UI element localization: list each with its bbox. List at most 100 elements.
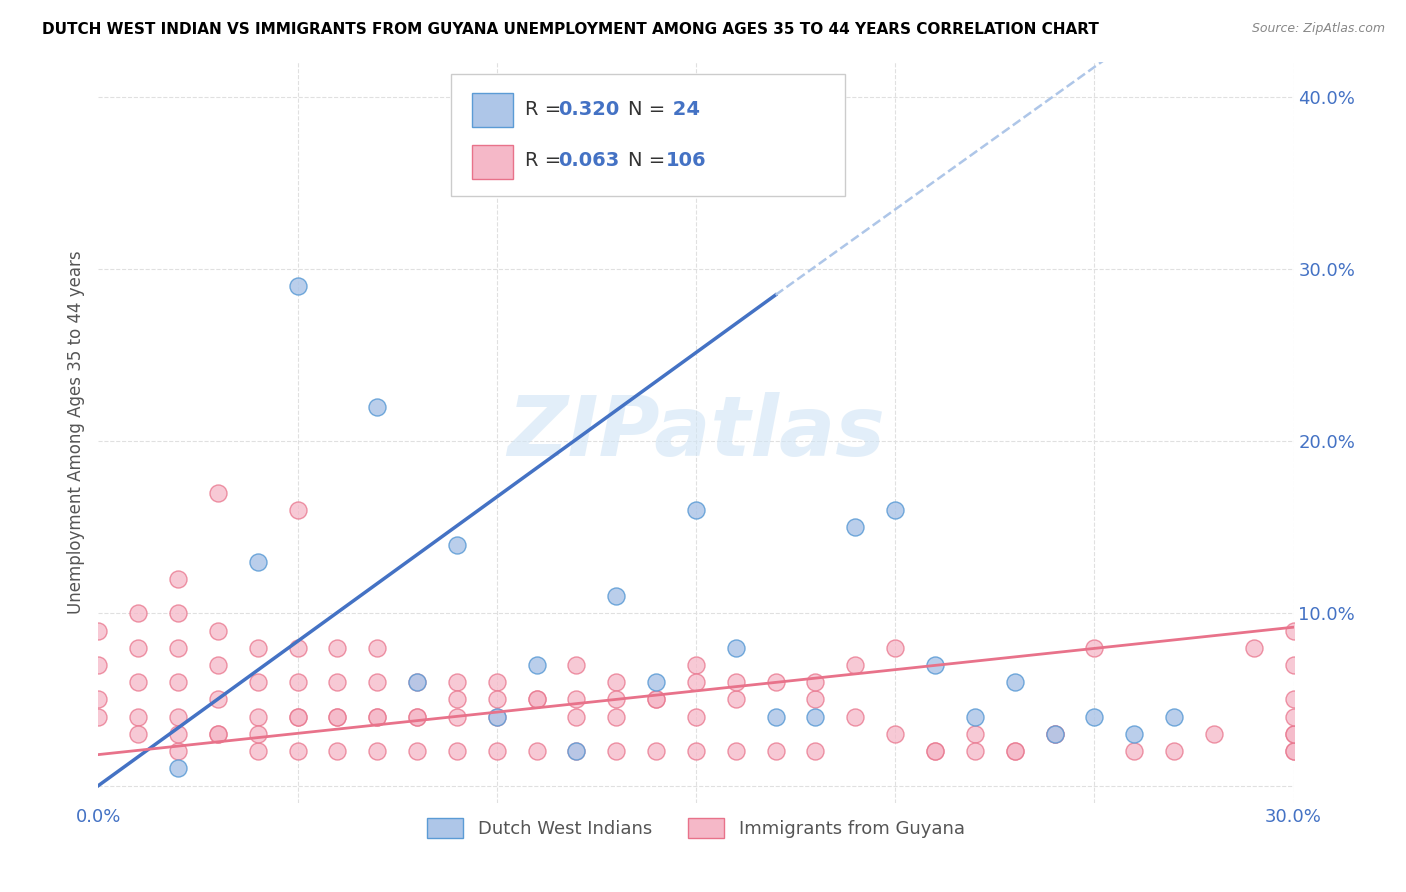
Text: N =: N = (628, 152, 671, 170)
Point (406, 675, 429, 690)
Point (1083, 640, 1105, 655)
Point (565, 709, 588, 723)
Point (246, 727, 269, 741)
Point (127, 709, 149, 723)
Point (1163, 744, 1185, 758)
Point (605, 692, 627, 706)
Point (287, 640, 309, 655)
Text: 24: 24 (666, 100, 700, 119)
Point (207, 727, 229, 741)
Point (366, 640, 388, 655)
Point (963, 709, 986, 723)
Point (804, 744, 827, 758)
Point (963, 744, 986, 758)
Point (884, 727, 907, 741)
Point (924, 658, 946, 673)
Point (406, 709, 429, 723)
Point (565, 744, 588, 758)
Text: ZIPatlas: ZIPatlas (508, 392, 884, 473)
Point (246, 640, 269, 655)
Point (765, 709, 787, 723)
Point (446, 537, 468, 551)
Point (207, 624, 229, 638)
Point (765, 675, 787, 690)
Point (246, 675, 269, 690)
Point (844, 520, 866, 534)
FancyBboxPatch shape (472, 145, 513, 178)
Point (884, 640, 907, 655)
Point (1123, 727, 1146, 741)
Point (485, 744, 508, 758)
Point (167, 744, 190, 758)
Point (844, 658, 866, 673)
Point (446, 692, 468, 706)
Point (326, 640, 349, 655)
Point (1282, 744, 1305, 758)
Point (1043, 727, 1066, 741)
Point (1004, 675, 1026, 690)
Point (246, 744, 269, 758)
Point (167, 761, 190, 775)
Point (724, 640, 747, 655)
Point (605, 675, 627, 690)
Point (844, 709, 866, 723)
Point (366, 675, 388, 690)
Point (804, 709, 827, 723)
Legend: Dutch West Indians, Immigrants from Guyana: Dutch West Indians, Immigrants from Guya… (420, 810, 972, 846)
Point (1282, 744, 1305, 758)
Point (1043, 727, 1066, 741)
Point (605, 709, 627, 723)
Point (685, 744, 707, 758)
Point (485, 692, 508, 706)
Point (1004, 744, 1026, 758)
Point (485, 709, 508, 723)
Point (924, 744, 946, 758)
Point (167, 572, 190, 586)
Point (127, 727, 149, 741)
Point (366, 709, 388, 723)
Point (207, 692, 229, 706)
Point (207, 658, 229, 673)
Point (884, 503, 907, 517)
Point (724, 675, 747, 690)
Text: 0.320: 0.320 (558, 100, 620, 119)
Point (446, 709, 468, 723)
Point (724, 744, 747, 758)
Point (287, 744, 309, 758)
Point (287, 709, 309, 723)
Point (127, 640, 149, 655)
Point (1243, 640, 1265, 655)
Point (924, 744, 946, 758)
Point (1282, 727, 1305, 741)
Point (1282, 727, 1305, 741)
Point (565, 658, 588, 673)
Point (963, 727, 986, 741)
Point (167, 640, 190, 655)
Point (167, 727, 190, 741)
Point (406, 744, 429, 758)
Point (287, 503, 309, 517)
Point (207, 486, 229, 500)
Point (1282, 709, 1305, 723)
Point (1282, 658, 1305, 673)
Point (366, 400, 388, 414)
Point (127, 607, 149, 621)
Point (326, 675, 349, 690)
Point (526, 692, 548, 706)
FancyBboxPatch shape (451, 73, 845, 195)
Point (645, 744, 668, 758)
Point (87, 709, 110, 723)
Point (485, 709, 508, 723)
Point (685, 709, 707, 723)
Point (1123, 744, 1146, 758)
Point (1083, 709, 1105, 723)
Point (246, 555, 269, 569)
Text: Source: ZipAtlas.com: Source: ZipAtlas.com (1251, 22, 1385, 36)
Point (765, 744, 787, 758)
Point (366, 744, 388, 758)
Point (685, 503, 707, 517)
Point (167, 675, 190, 690)
Point (1043, 727, 1066, 741)
Text: DUTCH WEST INDIAN VS IMMIGRANTS FROM GUYANA UNEMPLOYMENT AMONG AGES 35 TO 44 YEA: DUTCH WEST INDIAN VS IMMIGRANTS FROM GUY… (42, 22, 1099, 37)
Point (645, 692, 668, 706)
